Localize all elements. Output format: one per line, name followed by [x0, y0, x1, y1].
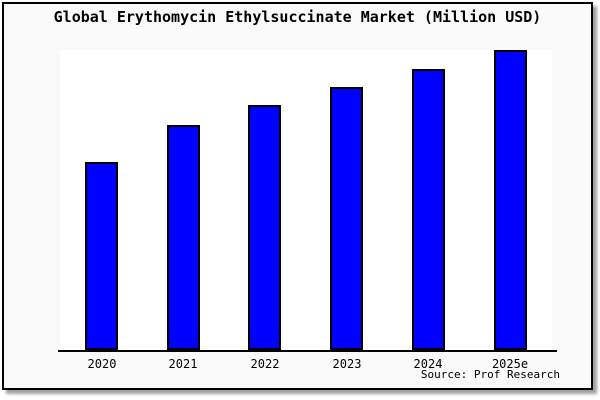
bar-2025e	[494, 50, 527, 350]
chart-title: Global Erythomycin Ethylsuccinate Market…	[53, 8, 542, 26]
x-tick-2024: 2024	[413, 357, 443, 371]
chart-frame: Global Erythomycin Ethylsuccinate Market…	[2, 2, 593, 390]
x-axis-line	[58, 350, 557, 352]
source-note: Source: Prof Research	[420, 368, 560, 381]
bar-2024	[412, 69, 445, 350]
plot-area	[60, 50, 552, 350]
bar-2020	[85, 162, 118, 350]
x-tick-2022: 2022	[250, 357, 280, 371]
x-tick-2025e: 2025e	[491, 357, 529, 371]
x-tick-2023: 2023	[332, 357, 362, 371]
x-tick-2020: 2020	[87, 357, 117, 371]
bar-2022	[248, 105, 281, 350]
bar-2023	[330, 87, 363, 350]
x-tick-2021: 2021	[168, 357, 198, 371]
bar-2021	[167, 125, 200, 350]
